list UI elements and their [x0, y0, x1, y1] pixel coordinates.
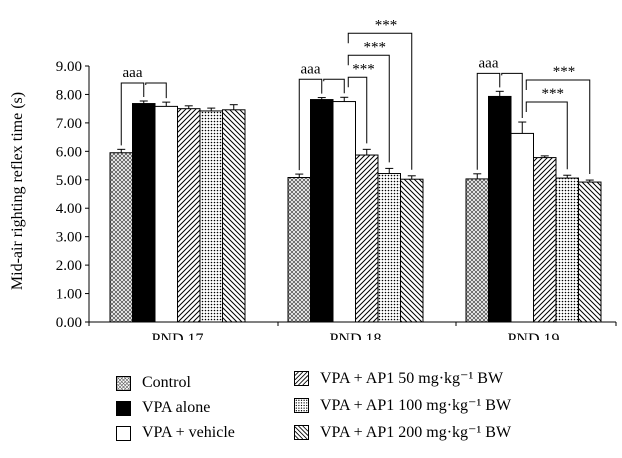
legend-item: Control [116, 374, 191, 392]
bar [488, 95, 512, 323]
x-category-label: PND 17 [151, 331, 203, 340]
bar [109, 152, 133, 323]
bar-chart: 0.00 1.00 2.00 3.00 4.00 5.00 6.00 7.00 8.00 9.00… [9, 17, 617, 340]
bar [377, 173, 401, 323]
y-tick-label: 6.00 [56, 144, 82, 160]
legend-swatch [294, 424, 309, 440]
significance-bracket [501, 72, 523, 119]
legend-swatch [294, 370, 309, 386]
y-tick-label: 8.00 [56, 87, 82, 103]
bar [287, 177, 311, 323]
significance-label: aaa [123, 65, 143, 81]
y-tick-label: 1.00 [56, 287, 82, 303]
significance-label: aaa [301, 61, 321, 77]
x-category-label: PND 18 [329, 331, 381, 340]
bar [310, 99, 334, 323]
bar [222, 109, 246, 323]
y-axis-label: Mid-air righting reflex time (s) [9, 92, 26, 290]
legend-item: VPA + vehicle [116, 424, 235, 442]
legend-item: VPA alone [116, 399, 210, 417]
y-tick-label: 2.00 [56, 258, 82, 274]
significance-bracket [476, 72, 501, 170]
bar [555, 177, 579, 323]
legend-swatch [116, 400, 131, 416]
significance-annotations: aaa aaa *** *** *** aaa *** *** [120, 17, 591, 175]
significance-label: aaa [479, 55, 499, 71]
significance-label: *** [352, 61, 375, 77]
axes: 0.00 1.00 2.00 3.00 4.00 5.00 6.00 7.00 8.00 9.00… [56, 59, 617, 340]
bar [199, 110, 223, 323]
bar [578, 181, 602, 323]
legend-label: VPA + vehicle [142, 424, 235, 441]
y-tick-label: 9.00 [56, 59, 82, 75]
significance-label: *** [553, 64, 576, 80]
bar [132, 103, 156, 323]
legend-item: VPA + AP1 100 mg·kg⁻¹ BW [294, 395, 511, 415]
significance-bracket [525, 101, 568, 170]
legend-swatch [116, 375, 131, 391]
bar [400, 178, 424, 323]
y-tick-label: 0.00 [56, 315, 82, 331]
legend-label: VPA + AP1 200 mg·kg⁻¹ BW [320, 424, 512, 441]
bar [465, 178, 489, 323]
significance-bracket [120, 82, 145, 146]
legend-swatch [294, 397, 309, 413]
bar [177, 108, 201, 323]
bars [109, 90, 602, 323]
significance-label: *** [364, 39, 387, 55]
significance-bracket [145, 82, 167, 99]
legend-label: VPA + AP1 50 mg·kg⁻¹ BW [320, 370, 504, 387]
significance-bracket [323, 78, 345, 94]
y-tick-label: 5.00 [56, 173, 82, 189]
y-tick-label: 7.00 [56, 116, 82, 132]
legend-label: Control [142, 374, 191, 391]
bar [510, 132, 534, 323]
bar [355, 154, 379, 323]
y-tick-label: 3.00 [56, 230, 82, 246]
significance-bracket [347, 76, 368, 144]
significance-label: *** [542, 86, 565, 102]
legend-item: VPA + AP1 50 mg·kg⁻¹ BW [294, 368, 503, 388]
legend-swatch [116, 425, 131, 441]
legend-item: VPA + AP1 200 mg·kg⁻¹ BW [294, 422, 511, 442]
significance-bracket [347, 32, 413, 170]
legend-label: VPA + AP1 100 mg·kg⁻¹ BW [320, 397, 512, 414]
x-category-label: PND 19 [507, 331, 559, 340]
significance-bracket [347, 54, 390, 163]
significance-bracket [298, 78, 323, 171]
legend-label: VPA alone [142, 399, 211, 416]
y-tick-label: 4.00 [56, 201, 82, 217]
bar [332, 101, 356, 323]
bar [533, 157, 557, 323]
bar [154, 105, 178, 323]
significance-label: *** [375, 17, 398, 33]
significance-bracket [525, 79, 591, 175]
